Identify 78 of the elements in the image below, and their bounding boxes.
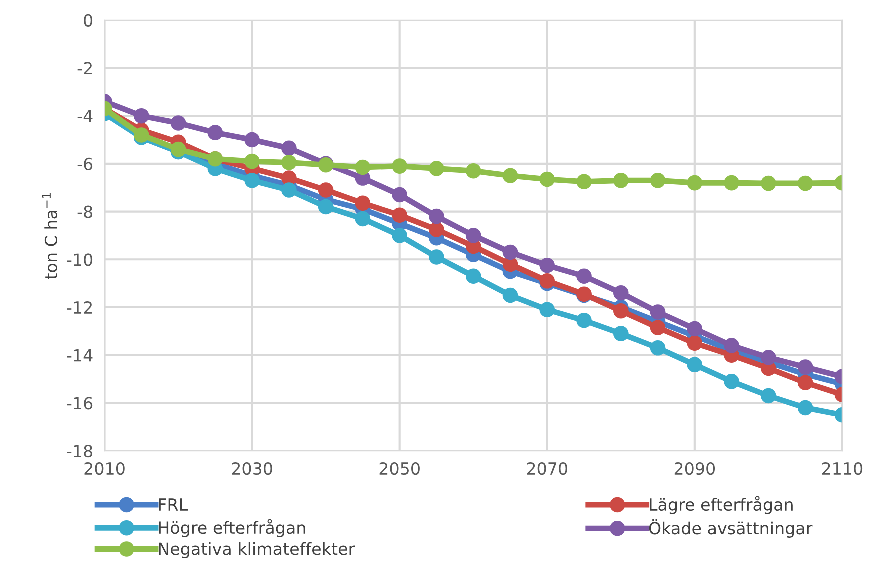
point <box>429 208 444 224</box>
point <box>540 258 556 274</box>
point <box>429 222 444 238</box>
y-tick-label: -8 <box>78 206 93 218</box>
point <box>466 163 482 179</box>
y-axis-title: ton C ha$^{−1}$ <box>42 193 58 280</box>
point <box>650 304 666 320</box>
point <box>355 211 371 227</box>
x-tick-label: 2050 <box>380 462 420 476</box>
point <box>576 174 592 190</box>
point <box>502 288 518 304</box>
point <box>614 173 629 188</box>
point <box>392 158 408 174</box>
y-tick-label: -6 <box>78 158 93 170</box>
legend-label: Negativa klimateffekter <box>159 542 356 559</box>
point <box>687 175 703 191</box>
point <box>687 357 703 373</box>
point <box>282 155 297 170</box>
x-tick-label: 2110 <box>822 462 863 476</box>
point <box>798 375 814 390</box>
point <box>614 303 629 319</box>
point <box>355 196 371 212</box>
point <box>540 172 556 188</box>
point <box>282 140 297 156</box>
point <box>244 173 260 188</box>
point <box>392 208 408 224</box>
y-tick-label: 0 <box>84 14 93 27</box>
point <box>798 360 814 375</box>
point <box>687 321 703 337</box>
point <box>392 187 408 203</box>
point <box>798 176 814 192</box>
point <box>134 108 150 124</box>
y-tick-label: -10 <box>67 254 93 266</box>
legend-label: Ökade avsättningar <box>649 519 813 538</box>
point <box>761 388 776 404</box>
point <box>466 228 482 244</box>
point <box>318 199 334 215</box>
legend-label: Högre efterfrågan <box>159 519 306 538</box>
point <box>724 374 740 390</box>
point <box>650 320 666 336</box>
point <box>724 175 740 191</box>
point <box>466 268 482 284</box>
point <box>244 132 260 148</box>
point <box>650 340 666 356</box>
point <box>282 182 297 198</box>
legend-label: Lägre efterfrågan <box>650 496 793 514</box>
point <box>355 160 371 176</box>
y-tick-label: -12 <box>67 301 92 314</box>
y-tick-label: -16 <box>67 397 93 410</box>
point <box>392 228 408 244</box>
point <box>502 244 518 260</box>
point <box>614 285 629 301</box>
y-tick-label: -18 <box>67 445 93 458</box>
point <box>761 176 776 192</box>
y-tick-label: -2 <box>78 62 92 75</box>
x-tick-label: 2090 <box>674 462 716 476</box>
x-tick-label: 2030 <box>232 462 272 476</box>
point <box>318 182 334 198</box>
y-tick-label: -4 <box>78 110 93 122</box>
point <box>687 336 703 352</box>
point <box>724 338 740 354</box>
point <box>208 125 224 140</box>
point <box>540 302 556 318</box>
point <box>429 250 444 265</box>
legend-label: FRL <box>159 498 188 511</box>
y-tick-label: -14 <box>67 350 93 362</box>
point <box>761 350 776 366</box>
point <box>170 116 186 131</box>
point <box>614 326 629 342</box>
point <box>502 168 518 184</box>
point <box>244 154 260 170</box>
x-tick-label: 2070 <box>527 462 568 476</box>
point <box>576 313 592 328</box>
x-tick-label: 2010 <box>84 462 125 476</box>
point <box>798 400 814 416</box>
point <box>576 268 592 284</box>
point <box>429 161 444 176</box>
point <box>650 173 666 188</box>
